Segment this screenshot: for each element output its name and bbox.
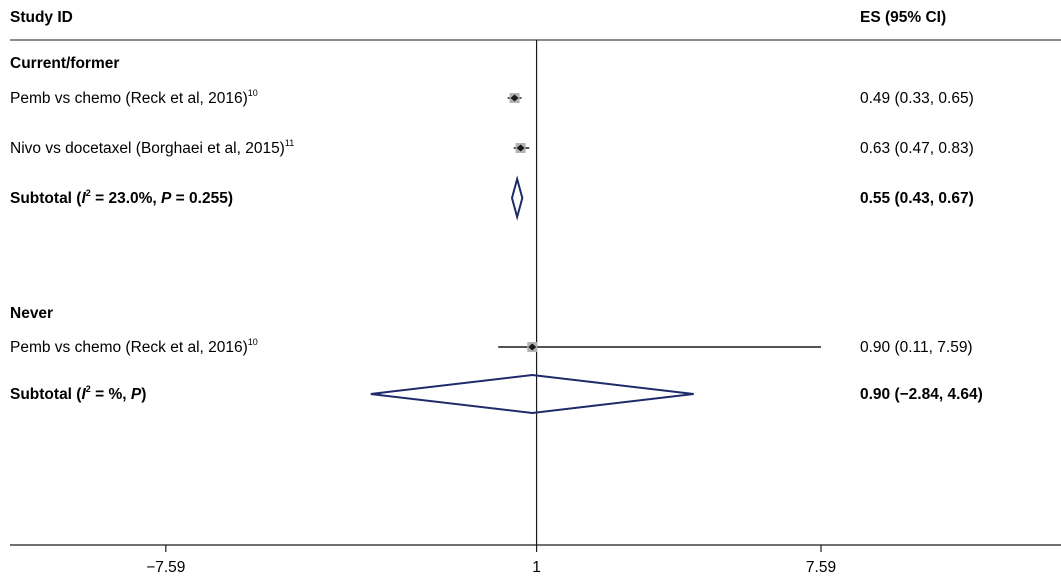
- study-label: Pemb vs chemo (Reck et al, 2016)10: [10, 337, 258, 356]
- study-label: Nivo vs docetaxel (Borghaei et al, 2015)…: [10, 138, 294, 157]
- point-estimate: [516, 144, 525, 152]
- study-name: Pemb vs chemo (Reck et al, 2016): [10, 339, 248, 356]
- subtotal-label: Subtotal (I2 = 23.0%, P = 0.255): [10, 188, 233, 207]
- subtotal-effect-size: 0.90 (−2.84, 4.64): [860, 386, 983, 403]
- i-squared-value: = %,: [91, 386, 131, 403]
- x-tick-label: 7.59: [806, 559, 836, 576]
- i-squared-symbol: I: [81, 190, 86, 207]
- study-label: Pemb vs chemo (Reck et al, 2016)10: [10, 88, 258, 107]
- study-ref: 10: [248, 88, 258, 98]
- i-squared-exponent: 2: [86, 384, 91, 394]
- p-symbol: P: [161, 190, 172, 207]
- x-tick-label: 1: [532, 559, 541, 576]
- effect-size-header: ES (95% CI): [860, 9, 946, 26]
- x-tick-label: −7.59: [146, 559, 185, 576]
- effect-size-value: 0.63 (0.47, 0.83): [860, 140, 974, 157]
- subtotal-prefix: Subtotal (: [10, 190, 82, 207]
- group-label: Current/former: [10, 55, 119, 72]
- i-squared-value: = 23.0%,: [91, 190, 161, 207]
- study-id-header: Study ID: [10, 9, 73, 26]
- subtotal-label: Subtotal (I2 = %, P): [10, 384, 146, 403]
- plot-rows: Current/former Pemb vs chemo (Reck et al,…: [10, 40, 983, 545]
- study-ref: 11: [285, 138, 294, 148]
- i-squared-exponent: 2: [86, 188, 91, 198]
- p-value: ): [141, 386, 146, 403]
- point-estimate: [510, 94, 519, 102]
- pooled-diamond: [370, 373, 694, 415]
- p-value: = 0.255): [171, 190, 233, 207]
- effect-size-value: 0.90 (0.11, 7.59): [860, 339, 973, 356]
- subtotal-effect-size: 0.55 (0.43, 0.67): [860, 190, 974, 207]
- group-label: Never: [10, 305, 53, 322]
- x-axis: −7.59 1 7.59: [10, 544, 1061, 576]
- pooled-diamond: [510, 175, 524, 221]
- study-name: Nivo vs docetaxel (Borghaei et al, 2015): [10, 140, 285, 157]
- i-squared-symbol: I: [81, 386, 86, 403]
- study-ref: 10: [248, 337, 258, 347]
- subtotal-prefix: Subtotal (: [10, 386, 82, 403]
- point-estimate: [528, 343, 537, 351]
- study-name: Pemb vs chemo (Reck et al, 2016): [10, 90, 248, 107]
- p-symbol: P: [131, 386, 142, 403]
- effect-size-value: 0.49 (0.33, 0.65): [860, 90, 974, 107]
